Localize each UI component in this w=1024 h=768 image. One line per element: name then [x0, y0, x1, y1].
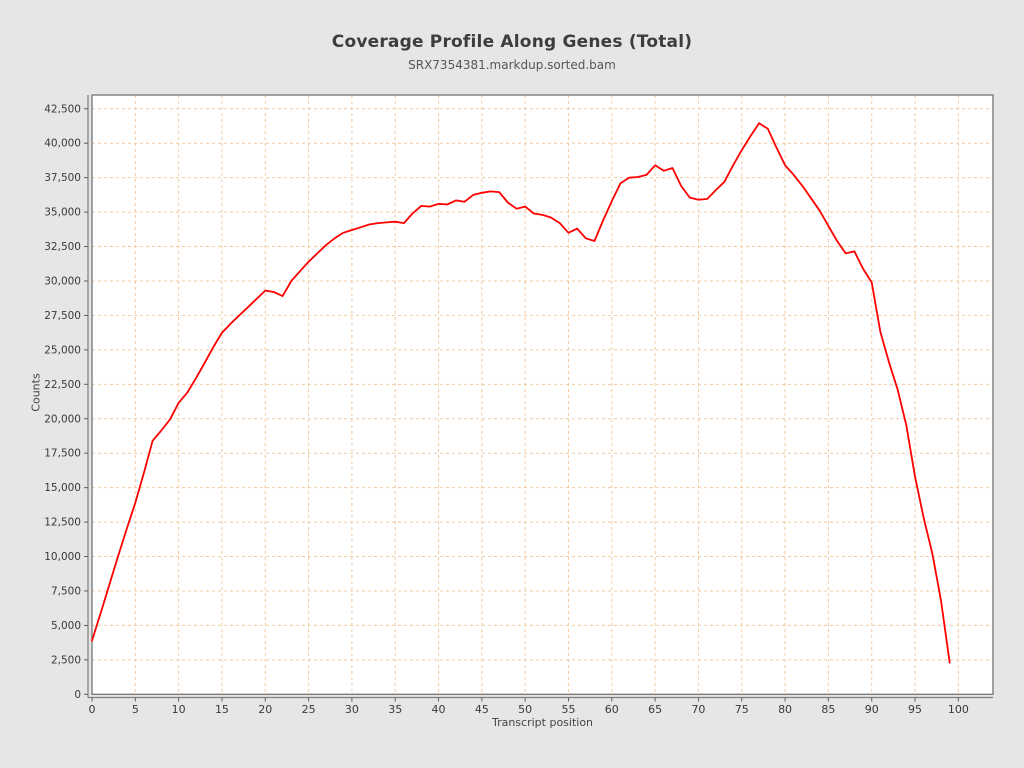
svg-text:75: 75: [735, 703, 749, 716]
x-axis-title: Transcript position: [491, 716, 594, 729]
svg-text:55: 55: [561, 703, 575, 716]
y-tick-labels: 0 2,500 5,000 7,500 10,000 12,500 15,000 17,500…: [44, 103, 81, 701]
svg-text:40: 40: [432, 703, 446, 716]
svg-text:35,000: 35,000: [44, 207, 81, 219]
plot-background: [92, 95, 993, 695]
svg-text:7,500: 7,500: [51, 585, 81, 597]
svg-text:22,500: 22,500: [44, 379, 81, 391]
svg-text:5,000: 5,000: [51, 620, 81, 632]
svg-text:60: 60: [605, 703, 619, 716]
chart-subtitle: SRX7354381.markdup.sorted.bam: [408, 58, 616, 72]
svg-text:100: 100: [948, 703, 969, 716]
svg-text:45: 45: [475, 703, 489, 716]
svg-text:42,500: 42,500: [44, 103, 81, 115]
svg-text:0: 0: [74, 689, 81, 701]
svg-text:40,000: 40,000: [44, 138, 81, 150]
series-line: [91, 122, 951, 664]
svg-text:65: 65: [648, 703, 662, 716]
svg-text:85: 85: [821, 703, 835, 716]
tick-marks: [84, 108, 959, 702]
svg-text:90: 90: [865, 703, 879, 716]
svg-text:70: 70: [691, 703, 705, 716]
svg-text:17,500: 17,500: [44, 448, 81, 460]
svg-text:20,000: 20,000: [44, 413, 81, 425]
plot-frame: [91, 94, 994, 695]
svg-text:15,000: 15,000: [44, 482, 81, 494]
svg-text:10: 10: [172, 703, 186, 716]
svg-text:5: 5: [132, 703, 139, 716]
svg-text:80: 80: [778, 703, 792, 716]
svg-text:50: 50: [518, 703, 532, 716]
svg-text:15: 15: [215, 703, 229, 716]
svg-text:20: 20: [258, 703, 272, 716]
svg-text:30: 30: [345, 703, 359, 716]
svg-text:32,500: 32,500: [44, 241, 81, 253]
x-tick-labels: 0 5 10 15 20 25 30 35 40 45 50 55 60 65 70 75 80 85 90 95 10…: [89, 703, 969, 716]
svg-text:25,000: 25,000: [44, 344, 81, 356]
svg-text:2,500: 2,500: [51, 654, 81, 666]
svg-text:95: 95: [908, 703, 922, 716]
svg-text:27,500: 27,500: [44, 310, 81, 322]
chart-title: Coverage Profile Along Genes (Total): [331, 32, 693, 52]
grid-lines: [92, 95, 993, 695]
svg-text:35: 35: [388, 703, 402, 716]
axis-lines: [87, 95, 993, 699]
svg-text:12,500: 12,500: [44, 517, 81, 529]
svg-text:30,000: 30,000: [44, 275, 81, 287]
svg-text:10,000: 10,000: [44, 551, 81, 563]
svg-text:37,500: 37,500: [44, 172, 81, 184]
svg-text:25: 25: [302, 703, 316, 716]
svg-text:0: 0: [89, 703, 96, 716]
